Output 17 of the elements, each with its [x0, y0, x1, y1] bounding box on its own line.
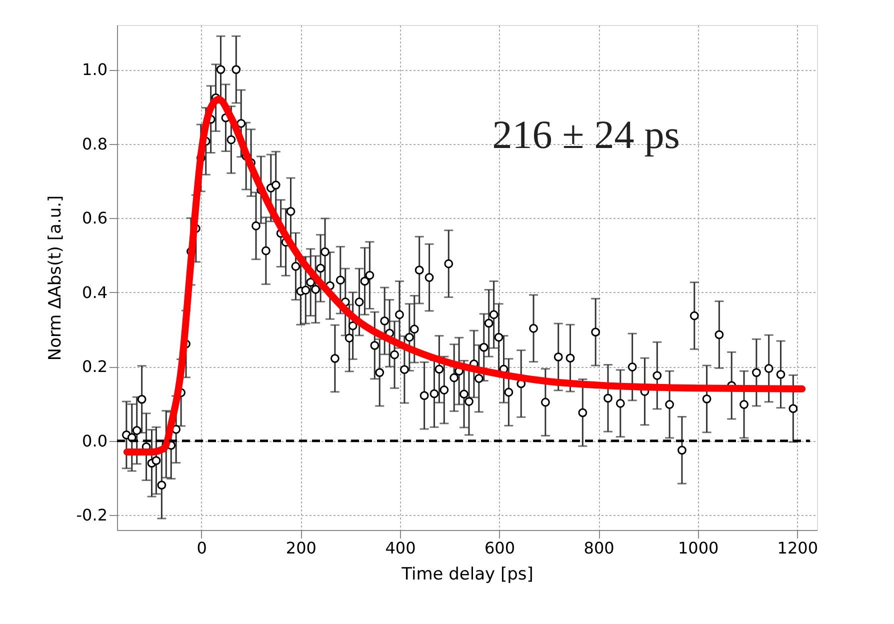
x-tick-label: 400	[385, 538, 416, 558]
x-tick-label: 800	[584, 538, 614, 558]
y-tick-label: 0.2	[82, 357, 108, 376]
x-tick-label: 1200	[777, 538, 818, 558]
x-tick-label: 0	[196, 538, 207, 558]
y-tick-label: -0.2	[76, 506, 108, 525]
y-tick-label: 0.0	[82, 431, 108, 450]
x-tick-label: 600	[484, 538, 516, 558]
y-tick-label: 0.4	[82, 282, 108, 302]
y-tick-label: 0.8	[82, 134, 108, 154]
x-axis-title: Time delay [ps]	[400, 564, 534, 584]
y-axis-title: Norm ΔAbs(t) [a.u.]	[45, 195, 66, 361]
x-tick-label: 200	[286, 538, 316, 558]
x-tick-label: 1000	[678, 538, 719, 558]
y-tick-label: 0.6	[82, 208, 108, 228]
y-tick-label: 1.0	[82, 60, 108, 80]
annotation: 216 ± 24 ps	[492, 112, 680, 158]
